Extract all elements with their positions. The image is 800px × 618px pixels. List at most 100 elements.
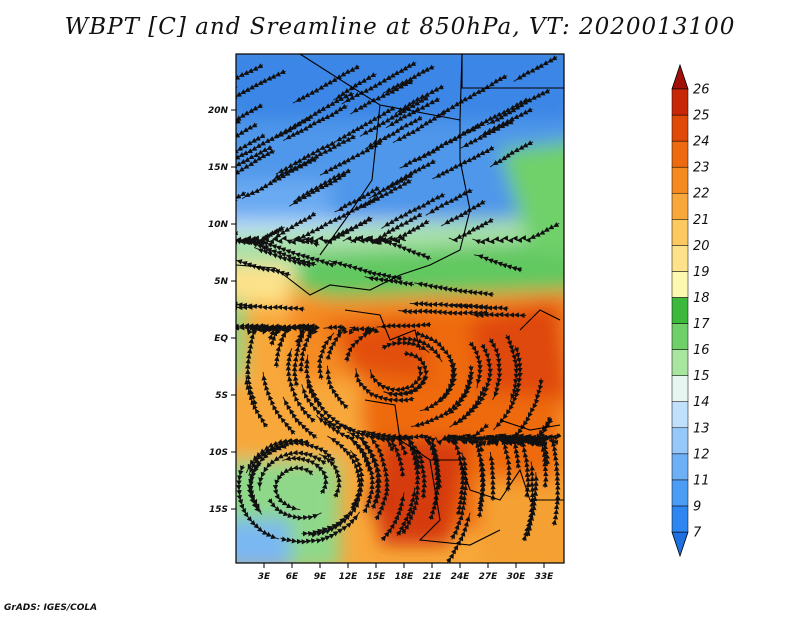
streamline bbox=[493, 346, 523, 431]
colorbar-label: 24 bbox=[693, 135, 710, 150]
colorbar-band bbox=[671, 88, 689, 116]
lat-label: 10N bbox=[208, 220, 229, 230]
streamline bbox=[236, 230, 239, 245]
streamline bbox=[255, 325, 292, 348]
colorbar-label: 11 bbox=[693, 473, 710, 488]
lat-label: 5S bbox=[215, 391, 228, 401]
colorbar-label: 25 bbox=[693, 109, 710, 124]
colorbar-label: 13 bbox=[693, 421, 710, 436]
streamline bbox=[474, 254, 523, 273]
colorbar-band bbox=[671, 427, 689, 455]
colorbar-label: 26 bbox=[693, 83, 710, 98]
streamline bbox=[384, 376, 428, 398]
streamline bbox=[236, 103, 263, 142]
longitude-axis: 3E 6E 9E 12E 15E 18E 21E 24E 27E 30E 33E bbox=[258, 572, 554, 582]
colorbar-band bbox=[671, 453, 689, 481]
streamline bbox=[385, 97, 441, 129]
colorbar-label: 15 bbox=[693, 369, 710, 384]
lon-label: 18E bbox=[395, 572, 415, 582]
streamline bbox=[440, 199, 486, 227]
lat-label: 15S bbox=[209, 505, 228, 515]
streamline bbox=[289, 172, 347, 207]
colorbar-band bbox=[671, 271, 689, 298]
streamline bbox=[466, 97, 529, 134]
colorbar-band bbox=[671, 323, 689, 350]
streamline bbox=[261, 372, 296, 435]
colorbar-label: 7 bbox=[693, 526, 702, 541]
streamline bbox=[236, 464, 280, 540]
streamline bbox=[245, 438, 304, 474]
streamline bbox=[468, 341, 483, 389]
streamline bbox=[425, 188, 473, 216]
colorbar-band bbox=[671, 479, 689, 507]
streamline bbox=[550, 437, 561, 526]
colorbar-band bbox=[671, 140, 689, 168]
colorbar-max-triangle bbox=[671, 63, 689, 90]
lat-label: 15N bbox=[208, 163, 229, 173]
streamline bbox=[236, 300, 305, 312]
colorbar-band bbox=[671, 245, 689, 272]
streamline bbox=[521, 461, 536, 542]
colorbar-label: 14 bbox=[693, 395, 710, 410]
map-title: WBPT [C] and Sreamline at 850hPa, VT: 20… bbox=[64, 14, 736, 40]
lat-label: EQ bbox=[214, 334, 228, 344]
streamlines bbox=[236, 55, 562, 563]
streamline bbox=[236, 118, 242, 150]
lon-label: 24E bbox=[451, 572, 471, 582]
colorbar-label: 23 bbox=[693, 161, 710, 176]
lon-label: 12E bbox=[339, 572, 359, 582]
lat-label: 10S bbox=[209, 448, 228, 458]
colorbar-band bbox=[671, 192, 689, 220]
colorbar-band bbox=[671, 375, 689, 402]
colorbar-band bbox=[671, 114, 689, 142]
lon-label: 33E bbox=[535, 572, 555, 582]
colorbar-band bbox=[671, 166, 689, 194]
colorbar-band bbox=[671, 401, 689, 429]
streamline bbox=[513, 55, 558, 82]
streamline bbox=[376, 321, 432, 330]
colorbar-band bbox=[671, 219, 689, 246]
lon-label: 15E bbox=[367, 572, 387, 582]
streamline bbox=[382, 64, 435, 94]
colorbar-label: 18 bbox=[693, 291, 710, 306]
lon-label: 27E bbox=[479, 572, 499, 582]
streamline bbox=[346, 431, 382, 505]
colorbar-band bbox=[671, 505, 689, 533]
streamline bbox=[448, 217, 494, 243]
streamline bbox=[409, 301, 490, 310]
streamline bbox=[437, 74, 508, 116]
streamline bbox=[422, 436, 441, 520]
streamline bbox=[414, 281, 494, 298]
colorbar-label: 20 bbox=[693, 239, 710, 254]
colorbar-band bbox=[671, 297, 689, 324]
lon-label: 6E bbox=[286, 572, 299, 582]
streamline bbox=[368, 212, 423, 244]
streamline bbox=[292, 64, 360, 104]
streamline bbox=[386, 159, 436, 189]
streamline bbox=[476, 457, 486, 518]
streamline bbox=[236, 85, 238, 119]
streamline bbox=[236, 302, 254, 311]
colorbar-label: 9 bbox=[693, 499, 701, 514]
lat-label: 20N bbox=[208, 106, 229, 116]
lon-label: 3E bbox=[258, 572, 271, 582]
streamline bbox=[236, 69, 286, 103]
streamline bbox=[398, 308, 489, 316]
streamline bbox=[316, 332, 335, 380]
streamline bbox=[280, 511, 360, 545]
streamline bbox=[445, 365, 475, 417]
colorbar-label: 22 bbox=[693, 187, 710, 202]
colorbar-label: 16 bbox=[693, 343, 710, 358]
streamline bbox=[354, 368, 415, 403]
lat-label: 5N bbox=[214, 277, 228, 287]
colorbar-min-triangle bbox=[671, 531, 689, 558]
colorbar-label: 21 bbox=[693, 213, 710, 228]
map-frame bbox=[235, 53, 565, 564]
colorbar-label: 17 bbox=[693, 317, 710, 332]
colorbar-label: 12 bbox=[693, 447, 710, 462]
streamline bbox=[238, 225, 285, 245]
country-borders bbox=[236, 54, 564, 546]
lon-label: 21E bbox=[423, 572, 443, 582]
footer-credit: GrADS: IGES/COLA bbox=[4, 603, 98, 613]
